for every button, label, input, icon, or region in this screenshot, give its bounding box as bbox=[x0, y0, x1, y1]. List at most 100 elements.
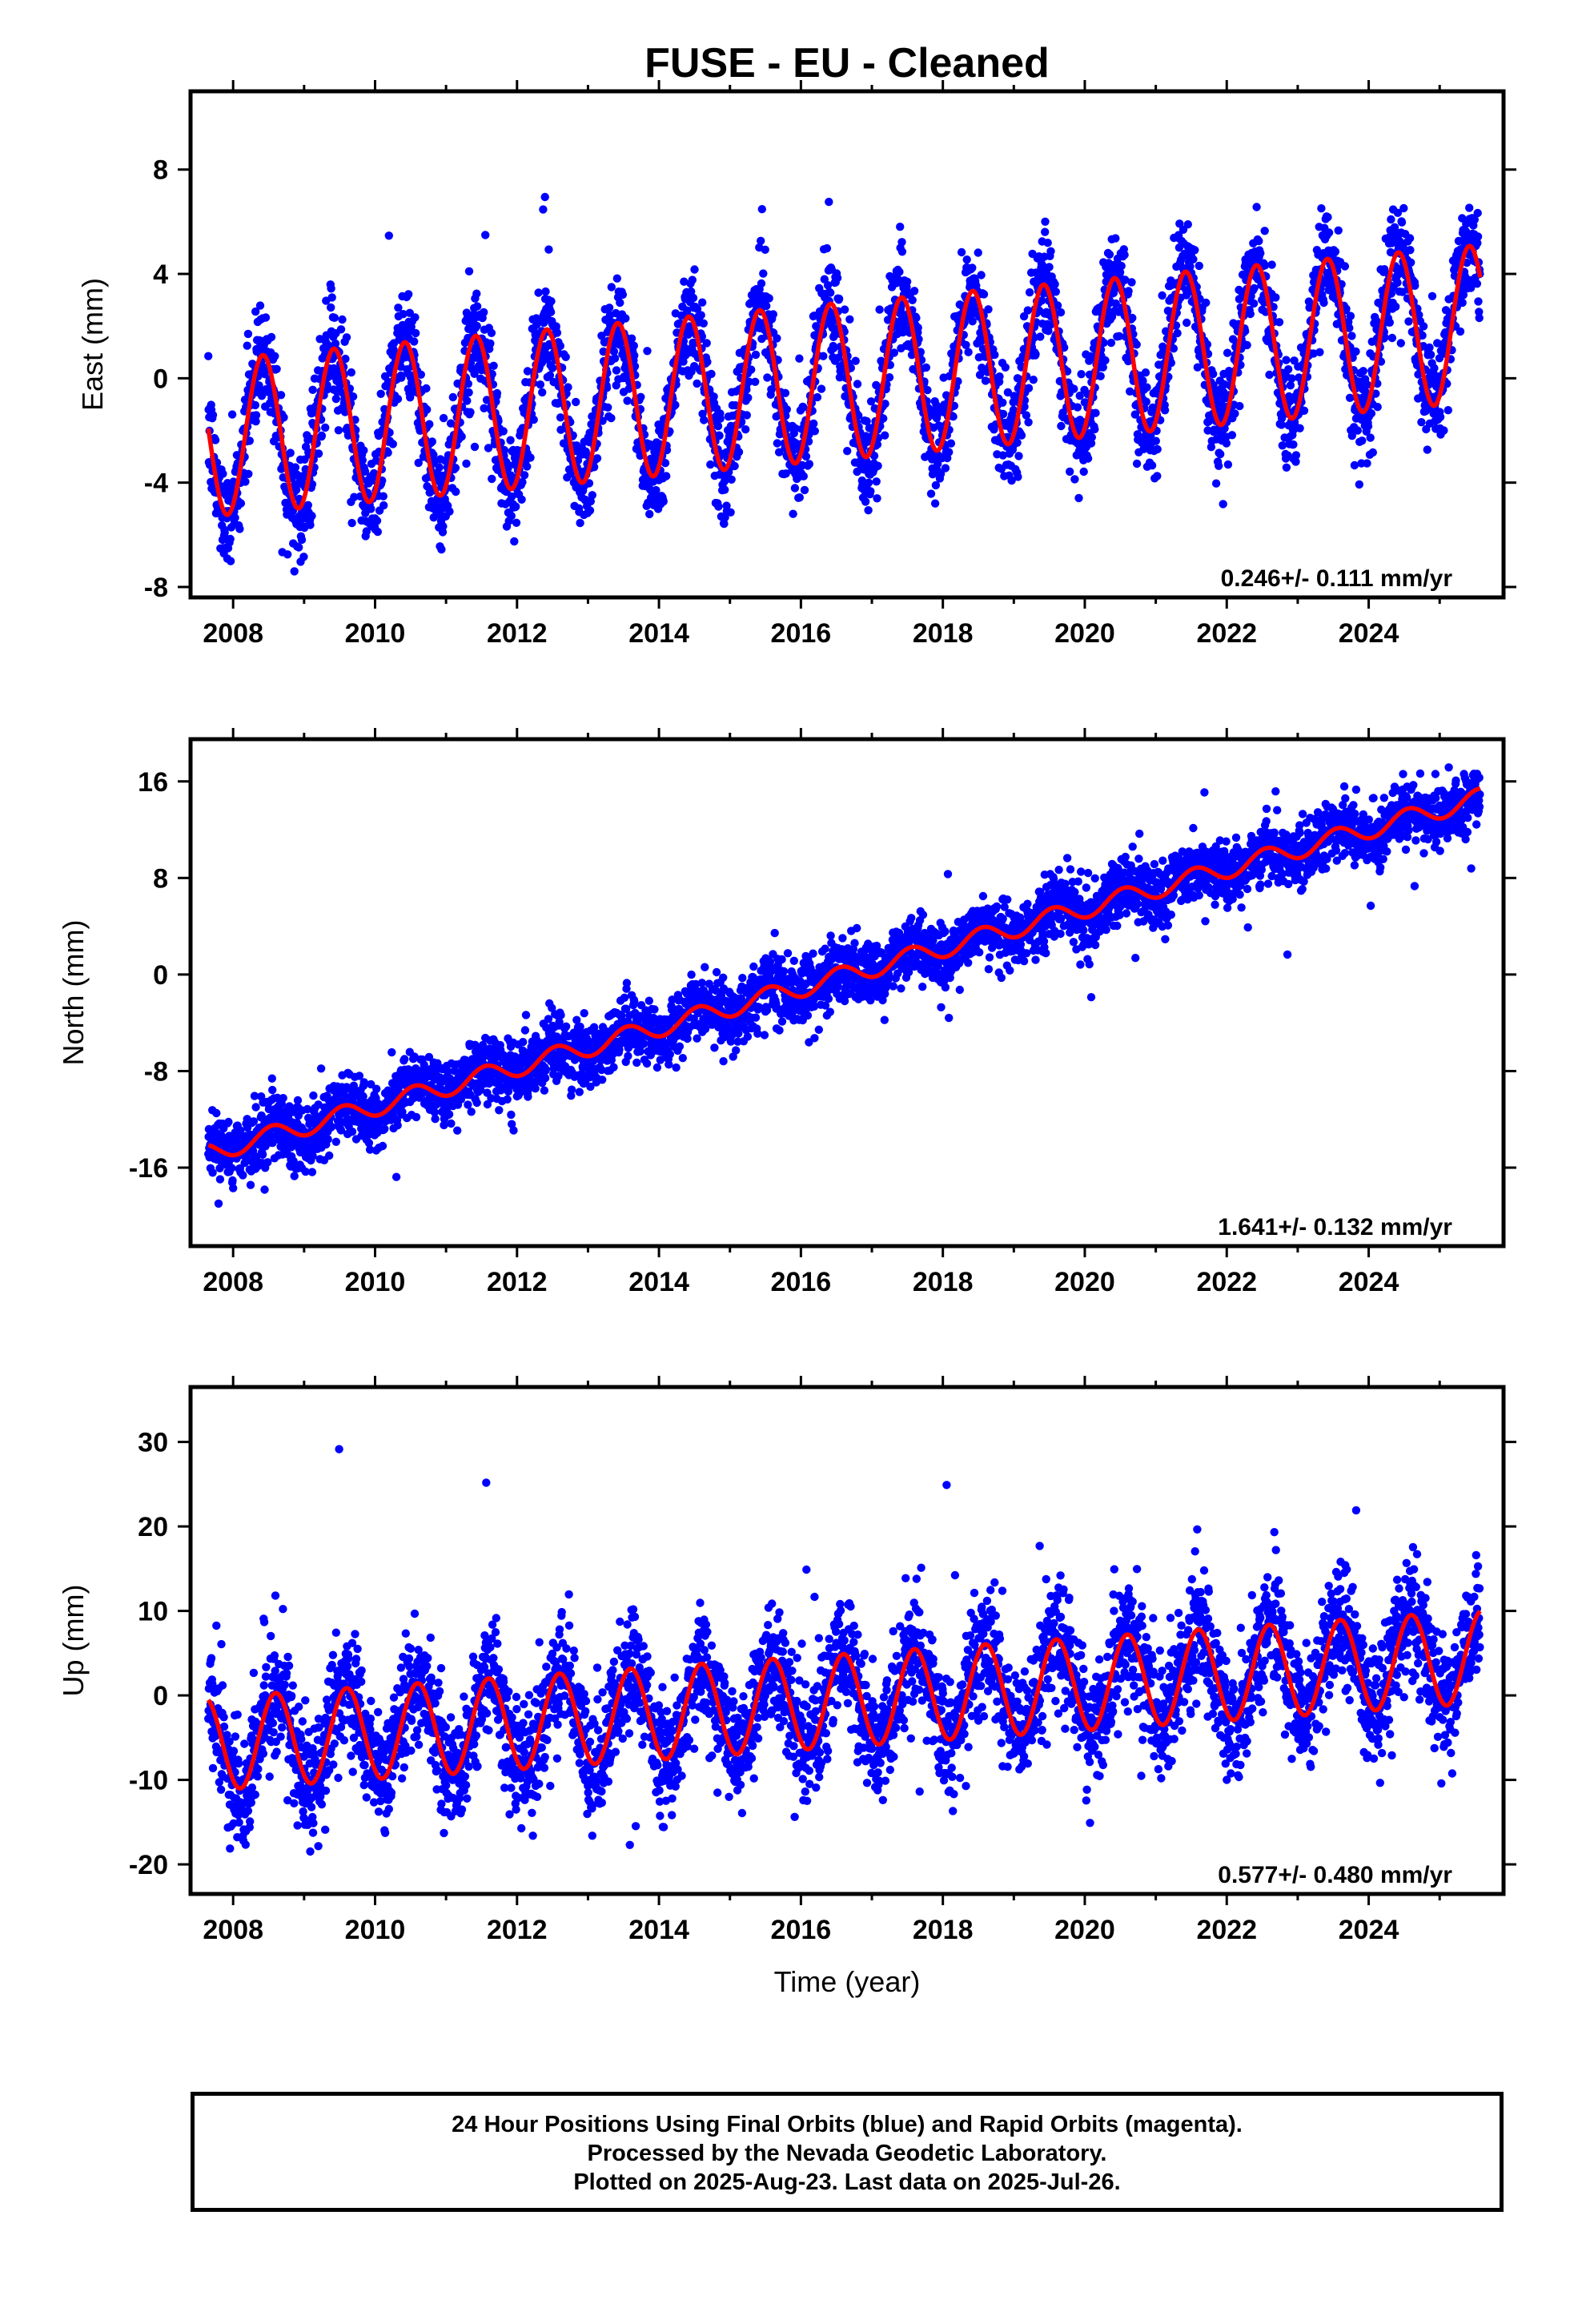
data-point bbox=[1124, 287, 1133, 296]
data-point bbox=[261, 313, 271, 322]
data-point bbox=[908, 296, 917, 304]
data-point bbox=[271, 352, 279, 360]
data-point bbox=[789, 509, 797, 518]
data-point bbox=[690, 265, 699, 274]
data-point bbox=[1014, 472, 1022, 481]
data-point bbox=[547, 297, 556, 306]
data-point bbox=[1405, 234, 1415, 243]
data-point bbox=[393, 1121, 402, 1130]
data-point bbox=[618, 290, 627, 300]
data-point bbox=[1249, 299, 1259, 308]
data-point bbox=[400, 1055, 409, 1063]
data-point bbox=[897, 247, 907, 256]
data-point bbox=[243, 329, 253, 339]
data-point bbox=[334, 426, 343, 435]
data-point bbox=[464, 267, 474, 275]
data-point bbox=[379, 492, 387, 501]
x-tick-label: 2022 bbox=[1196, 618, 1257, 649]
data-point bbox=[612, 366, 621, 375]
data-point bbox=[1347, 332, 1356, 340]
data-point bbox=[572, 397, 580, 407]
data-point bbox=[246, 1180, 255, 1189]
data-point bbox=[457, 432, 466, 441]
data-point bbox=[1359, 367, 1368, 376]
data-point bbox=[1430, 364, 1439, 372]
data-point bbox=[757, 236, 765, 245]
data-point bbox=[1096, 372, 1105, 380]
data-point bbox=[702, 339, 711, 348]
data-point bbox=[439, 413, 448, 423]
data-point bbox=[715, 431, 724, 440]
data-point bbox=[930, 499, 940, 508]
data-point bbox=[761, 245, 769, 254]
data-point bbox=[896, 223, 905, 231]
data-point bbox=[707, 369, 716, 379]
data-point bbox=[245, 436, 254, 445]
data-point bbox=[864, 478, 873, 487]
data-point bbox=[998, 398, 1007, 407]
data-point bbox=[350, 493, 359, 501]
data-point bbox=[452, 487, 460, 497]
data-point bbox=[299, 553, 308, 561]
data-point bbox=[394, 304, 403, 312]
data-point bbox=[425, 420, 434, 428]
data-point bbox=[1385, 318, 1395, 327]
data-point bbox=[520, 471, 529, 480]
data-point bbox=[889, 348, 899, 357]
data-point bbox=[1351, 347, 1360, 356]
data-point bbox=[1406, 246, 1415, 255]
data-point bbox=[1340, 262, 1350, 271]
data-point bbox=[391, 1172, 401, 1181]
data-point bbox=[1227, 431, 1237, 440]
data-point bbox=[472, 302, 482, 311]
data-point bbox=[251, 1103, 260, 1112]
data-point bbox=[1278, 441, 1287, 450]
data-point bbox=[721, 485, 729, 494]
data-point bbox=[957, 247, 966, 257]
data-point bbox=[713, 421, 723, 431]
data-point bbox=[308, 385, 317, 394]
data-point bbox=[1286, 381, 1295, 390]
data-point bbox=[214, 1199, 223, 1208]
data-point bbox=[325, 1151, 334, 1160]
data-point bbox=[412, 328, 420, 338]
figure-title: FUSE - EU - Cleaned bbox=[644, 40, 1050, 86]
data-point bbox=[236, 499, 246, 508]
data-point bbox=[541, 287, 550, 296]
data-point bbox=[801, 452, 811, 461]
data-point bbox=[1363, 422, 1373, 431]
data-point bbox=[534, 288, 543, 297]
data-point bbox=[1111, 234, 1120, 243]
data-point bbox=[239, 1171, 247, 1180]
data-point bbox=[1023, 306, 1033, 315]
data-point bbox=[347, 1127, 357, 1136]
data-point bbox=[251, 400, 259, 410]
data-point bbox=[536, 380, 545, 389]
data-point bbox=[1073, 403, 1082, 412]
data-point bbox=[226, 534, 235, 544]
data-point bbox=[627, 334, 636, 343]
data-point bbox=[1001, 363, 1010, 372]
data-point bbox=[923, 385, 932, 395]
data-point bbox=[1260, 227, 1269, 235]
data-point bbox=[255, 381, 263, 390]
data-point bbox=[979, 290, 989, 299]
data-point bbox=[1475, 313, 1484, 323]
data-point bbox=[800, 485, 809, 495]
data-point bbox=[215, 1175, 225, 1184]
data-point bbox=[765, 294, 773, 303]
data-point bbox=[1151, 622, 1159, 630]
data-point bbox=[1153, 472, 1162, 480]
data-point bbox=[751, 350, 761, 360]
data-point bbox=[1014, 452, 1023, 460]
data-point bbox=[968, 263, 977, 272]
data-point bbox=[492, 388, 502, 398]
data-point bbox=[881, 431, 889, 440]
data-point bbox=[1153, 444, 1162, 454]
data-point bbox=[1465, 203, 1474, 212]
data-point bbox=[1046, 247, 1055, 255]
data-point bbox=[472, 321, 481, 331]
data-point bbox=[229, 1184, 238, 1192]
data-point bbox=[444, 1110, 454, 1119]
data-point bbox=[283, 550, 292, 559]
